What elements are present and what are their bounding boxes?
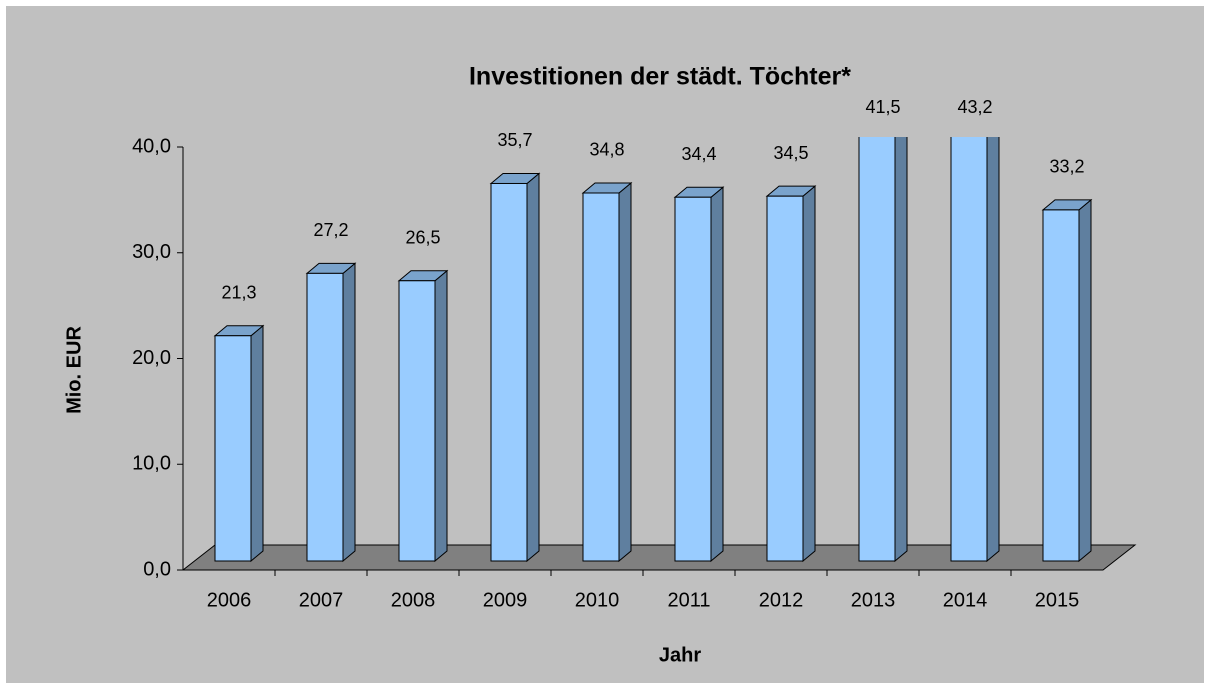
y-tick-label: 30,0 bbox=[132, 241, 171, 263]
bar bbox=[766, 195, 804, 562]
x-tick-label: 2009 bbox=[483, 589, 528, 611]
y-tick-label: 40,0 bbox=[132, 135, 171, 157]
bar-side bbox=[894, 137, 908, 563]
y-tick-label: 20,0 bbox=[132, 347, 171, 369]
data-label: 35,7 bbox=[497, 130, 532, 150]
bar-side bbox=[526, 172, 540, 563]
bar bbox=[490, 182, 528, 562]
data-label: 26,5 bbox=[405, 228, 440, 248]
bar bbox=[1042, 209, 1080, 562]
bar bbox=[582, 192, 620, 562]
x-tick-label: 2011 bbox=[667, 589, 710, 611]
bar bbox=[950, 137, 988, 562]
chart-title: Investitionen der städt. Töchter* bbox=[469, 63, 851, 91]
data-label: 34,5 bbox=[773, 143, 808, 163]
data-label: 34,4 bbox=[681, 144, 716, 164]
bars bbox=[213, 137, 1093, 563]
bar bbox=[306, 272, 344, 562]
x-tick-label: 2010 bbox=[575, 589, 620, 611]
x-tick-label: 2013 bbox=[851, 589, 896, 611]
x-tick-label: 2014 bbox=[943, 589, 988, 611]
data-label: 43,2 bbox=[957, 97, 992, 117]
x-tick-label: 2006 bbox=[207, 589, 252, 611]
bar bbox=[398, 280, 436, 562]
data-label: 34,8 bbox=[589, 140, 624, 160]
bar-side bbox=[434, 269, 448, 563]
bar-side bbox=[342, 262, 356, 563]
y-tick-label: 10,0 bbox=[132, 453, 171, 475]
bar bbox=[858, 137, 896, 562]
data-label: 33,2 bbox=[1049, 157, 1084, 177]
bar-side bbox=[618, 181, 632, 563]
bar-side bbox=[1078, 198, 1092, 563]
data-label: 41,5 bbox=[865, 97, 900, 117]
bar-side bbox=[710, 186, 724, 563]
x-tick-label: 2007 bbox=[299, 589, 344, 611]
y-axis-label: Mio. EUR bbox=[63, 326, 85, 414]
x-tick-label: 2012 bbox=[759, 589, 804, 611]
bar-side bbox=[802, 185, 816, 563]
x-tick-label: 2008 bbox=[391, 589, 436, 611]
y-tick-label: 0,0 bbox=[143, 558, 171, 580]
bar bbox=[214, 335, 252, 562]
bar-side bbox=[986, 137, 1000, 563]
x-tick-label: 2015 bbox=[1035, 589, 1080, 611]
data-label: 21,3 bbox=[221, 283, 256, 303]
x-axis-label: Jahr bbox=[659, 644, 701, 666]
data-label: 27,2 bbox=[313, 220, 348, 240]
bar bbox=[674, 196, 712, 562]
bar-side bbox=[250, 324, 264, 563]
